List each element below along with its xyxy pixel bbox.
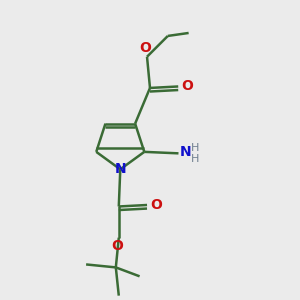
Text: N: N bbox=[115, 162, 126, 176]
Text: O: O bbox=[150, 198, 162, 212]
Text: H: H bbox=[191, 154, 199, 164]
Text: O: O bbox=[181, 80, 193, 94]
Text: N: N bbox=[180, 145, 192, 159]
Text: O: O bbox=[111, 239, 123, 253]
Text: O: O bbox=[140, 41, 152, 55]
Text: H: H bbox=[191, 143, 199, 153]
